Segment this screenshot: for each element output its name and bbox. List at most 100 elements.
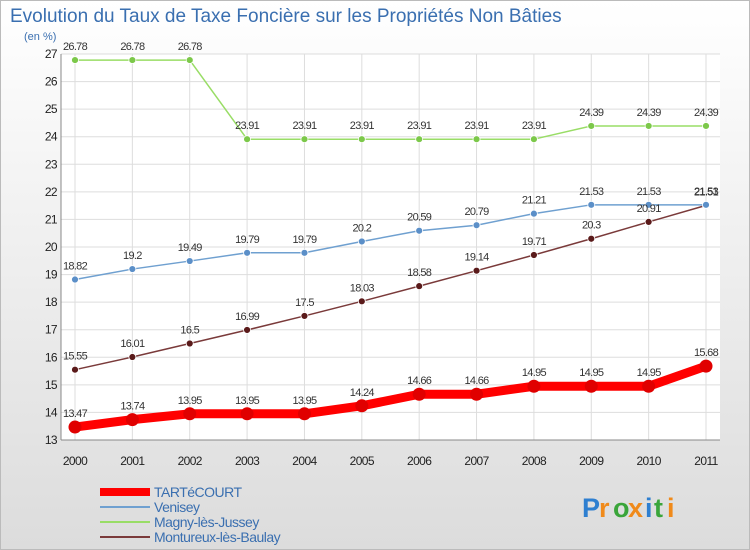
data-point bbox=[128, 265, 137, 273]
data-point bbox=[527, 379, 541, 393]
data-point bbox=[243, 326, 251, 334]
data-label: 21.51 bbox=[694, 186, 719, 198]
data-label: 20.79 bbox=[465, 206, 490, 218]
data-label: 19.79 bbox=[292, 234, 317, 246]
data-point bbox=[300, 248, 309, 257]
data-label: 14.95 bbox=[637, 367, 662, 379]
data-point bbox=[472, 135, 481, 144]
data-label: 16.99 bbox=[235, 311, 260, 323]
data-label: 20.91 bbox=[637, 203, 662, 215]
data-label: 23.91 bbox=[407, 120, 432, 132]
data-label: 26.78 bbox=[178, 41, 203, 53]
data-point bbox=[470, 387, 484, 401]
data-label: 19.71 bbox=[522, 236, 547, 248]
data-point bbox=[300, 135, 309, 144]
data-label: 21.21 bbox=[522, 195, 547, 207]
data-point bbox=[357, 297, 366, 306]
y-tick-label: 22 bbox=[45, 185, 58, 199]
x-tick-label: 2003 bbox=[235, 454, 260, 468]
data-point bbox=[185, 257, 194, 265]
data-label: 24.39 bbox=[579, 107, 604, 119]
data-point bbox=[587, 200, 596, 209]
plot-area: 13 14 15 16 17 18 19 20 21 22 23 24 25 26 27 2000 2001 20… bbox=[45, 41, 720, 468]
data-label: 13.95 bbox=[178, 395, 203, 407]
data-label: 13.95 bbox=[235, 395, 260, 407]
data-point bbox=[702, 122, 710, 130]
legend-label: TARTéCOURT bbox=[154, 484, 243, 500]
data-label: 19.79 bbox=[235, 234, 260, 246]
data-label: 24.39 bbox=[637, 107, 662, 119]
data-point bbox=[125, 413, 139, 427]
data-point bbox=[185, 56, 194, 64]
data-label: 15.55 bbox=[63, 351, 88, 363]
data-label: 24.39 bbox=[694, 107, 719, 119]
data-point bbox=[644, 218, 653, 226]
logo-letter: x bbox=[628, 493, 643, 523]
data-label: 19.49 bbox=[178, 242, 203, 254]
series-line-1 bbox=[74, 204, 707, 281]
data-label: 23.91 bbox=[235, 120, 260, 132]
data-point bbox=[71, 365, 79, 374]
y-tick-label: 14 bbox=[45, 405, 58, 419]
data-label: 13.95 bbox=[292, 395, 317, 407]
series-line-2 bbox=[74, 59, 707, 140]
data-label: 13.47 bbox=[63, 408, 88, 420]
data-point bbox=[128, 56, 137, 64]
y-tick-label: 16 bbox=[45, 350, 58, 364]
data-point bbox=[71, 56, 79, 64]
logo-letter: o bbox=[613, 493, 630, 523]
data-label: 18.03 bbox=[350, 282, 375, 294]
x-tick-label: 2002 bbox=[178, 454, 203, 468]
y-tick-label: 20 bbox=[45, 240, 58, 254]
data-label: 23.91 bbox=[350, 120, 375, 132]
data-point bbox=[530, 251, 538, 259]
data-label: 23.91 bbox=[465, 120, 490, 132]
x-tick-label: 2000 bbox=[63, 454, 88, 468]
data-point bbox=[71, 275, 79, 284]
legend-label: Venisey bbox=[154, 499, 200, 515]
x-tick-label: 2007 bbox=[464, 454, 489, 468]
data-point bbox=[644, 122, 653, 130]
data-point bbox=[584, 379, 598, 393]
x-tick-label: 2011 bbox=[694, 454, 718, 468]
data-point bbox=[415, 282, 424, 291]
y-tick-label: 26 bbox=[45, 75, 58, 89]
data-label: 14.95 bbox=[579, 367, 604, 379]
x-tick-label: 2010 bbox=[636, 454, 661, 468]
data-point bbox=[355, 399, 369, 413]
series-line-3 bbox=[74, 204, 707, 371]
data-point bbox=[300, 312, 309, 320]
data-point bbox=[183, 407, 197, 421]
legend-label: Montureux-lès-Baulay bbox=[154, 529, 281, 545]
data-label: 19.14 bbox=[465, 252, 490, 264]
logo-letter: P bbox=[582, 493, 600, 523]
data-point bbox=[357, 135, 366, 144]
data-label: 20.59 bbox=[407, 212, 432, 224]
data-point bbox=[185, 339, 194, 348]
y-axis-unit-label: (en %) bbox=[24, 31, 56, 43]
data-point bbox=[699, 359, 713, 373]
y-tick-label: 17 bbox=[45, 323, 58, 337]
data-label: 14.66 bbox=[465, 375, 490, 387]
data-point bbox=[240, 407, 254, 421]
data-point bbox=[415, 226, 424, 235]
series-line-0 bbox=[70, 361, 711, 432]
logo-letter: i bbox=[645, 493, 653, 523]
logo-letter: t bbox=[654, 493, 663, 523]
y-tick-label: 25 bbox=[45, 102, 58, 116]
data-point bbox=[243, 248, 251, 257]
data-point bbox=[587, 234, 596, 243]
data-point bbox=[530, 209, 538, 218]
data-label: 13.74 bbox=[120, 401, 145, 413]
y-tick-label: 27 bbox=[45, 47, 58, 61]
x-tick-label: 2008 bbox=[522, 454, 547, 468]
y-tick-label: 19 bbox=[45, 268, 58, 282]
y-tick-label: 13 bbox=[45, 433, 58, 447]
x-tick-label: 2006 bbox=[407, 454, 432, 468]
data-point bbox=[357, 237, 366, 246]
data-label: 14.24 bbox=[350, 387, 375, 399]
data-point bbox=[68, 420, 82, 434]
logo-letter: i bbox=[667, 493, 675, 523]
data-label: 14.95 bbox=[522, 367, 547, 379]
